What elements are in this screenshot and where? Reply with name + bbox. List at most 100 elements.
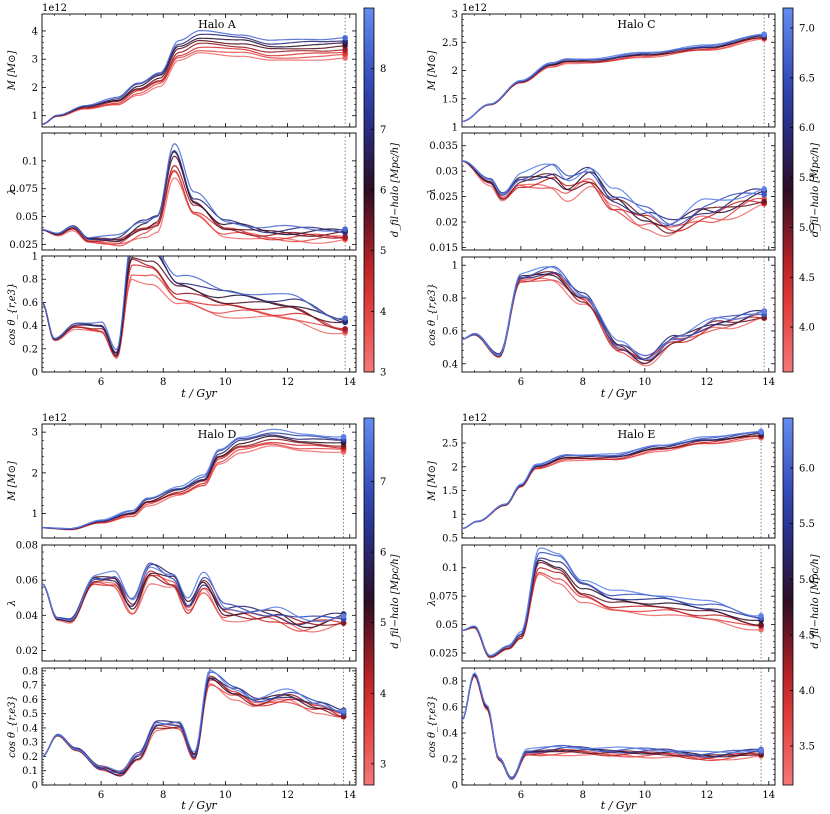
series-line [42, 432, 343, 530]
x-tick-label: 6 [98, 377, 104, 388]
x-tick-label: 6 [98, 790, 104, 801]
y-tick-label: 2 [452, 462, 458, 473]
final-point-marker [761, 31, 767, 37]
series-line [42, 278, 345, 357]
colorbar-tick-label: 5.0 [799, 575, 815, 586]
colorbar-tick-label: 6.0 [799, 123, 815, 134]
colorbar-tick-label: 3.5 [799, 742, 815, 753]
y-tick-label: 1 [452, 123, 458, 134]
colorbar-tick-label: 4 [380, 689, 386, 700]
y-tick-label: 0.6 [22, 298, 38, 309]
series-line [42, 30, 345, 125]
y-tick-label: 0.025 [429, 649, 458, 660]
y-axis-label-lambda: λ [427, 188, 438, 195]
y-axis-label-mass: M [M⊙] [427, 461, 438, 502]
y-tick-label: 0.05 [436, 620, 458, 631]
y-tick-label: 0.7 [22, 681, 38, 692]
series-line [462, 675, 760, 779]
x-tick-label: 8 [160, 790, 166, 801]
series-line [462, 160, 764, 234]
y-tick-label: 3 [32, 428, 38, 439]
panel-lambda: 0.025 0.05 0.075 0.1 λ [427, 544, 776, 662]
y-tick-label: 2 [32, 83, 38, 94]
y-tick-label: 0.8 [442, 294, 458, 305]
panel-lambda: 0.025 0.05 0.075 0.1 λ [7, 132, 357, 251]
y-tick-label: 1 [452, 510, 458, 521]
colorbar-label: d_fil−halo [Mpc/h] [390, 143, 401, 237]
series-group [42, 669, 343, 777]
y-tick-label: 0.1 [22, 766, 38, 777]
series-line [42, 566, 343, 623]
colorbar-tick-label: 4.5 [799, 273, 815, 284]
series-line [462, 160, 764, 226]
panel-mass: 1 1.5 2 2.5 3 M [M⊙] 1e12 [427, 3, 776, 134]
panel-frame [461, 667, 776, 786]
colorbar-tick-label: 5.0 [799, 223, 815, 234]
x-tick-label: 14 [762, 790, 775, 801]
colorbar-tick-label: 7 [380, 477, 386, 488]
x-tick-label: 14 [343, 790, 356, 801]
final-point-marker [342, 315, 348, 321]
x-axis-label: t / Gyr [601, 387, 637, 400]
y-tick-label: 0 [32, 781, 38, 792]
y-tick-label: 0.3 [22, 738, 38, 749]
y-axis-label-lambda: λ [427, 600, 438, 607]
final-point-marker [340, 620, 347, 626]
colorbar-tick-label: 6.5 [799, 73, 815, 84]
y-tick-label: 0.2 [22, 752, 38, 763]
x-tick-label: 10 [219, 377, 232, 388]
x-tick-label: 8 [580, 377, 586, 388]
series-line [42, 438, 343, 530]
x-tick-label: 12 [700, 377, 713, 388]
colorbar-tick-label: 5.5 [799, 173, 815, 184]
series-line [42, 256, 345, 354]
series-line [42, 256, 345, 357]
x-tick-label: 12 [281, 377, 294, 388]
series-line [462, 559, 760, 658]
final-point-marker [342, 226, 348, 232]
panel-frame [461, 256, 776, 373]
final-point-marker [342, 234, 348, 241]
y-tick-label: 0.02 [16, 646, 38, 657]
x-tick-label: 12 [281, 790, 294, 801]
x-tick-label: 10 [638, 377, 651, 388]
series-line [462, 435, 760, 530]
final-point-marker [758, 622, 764, 628]
y-tick-label: 0.8 [22, 666, 38, 677]
final-point-marker [761, 198, 767, 205]
y-tick-label: 1 [32, 252, 38, 263]
x-tick-label: 10 [219, 790, 232, 801]
y-tick-label: 0.015 [429, 243, 458, 254]
panel-cos: 0 0.1 0.2 0.3 0.4 0.5 0.6 0.7 0.8 6 8 10 12 14 cos θ_{… [7, 666, 357, 801]
y-axis-label-cos: cos θ_{r,e3} [7, 283, 18, 346]
series-group [462, 33, 764, 122]
y-tick-label: 1 [32, 111, 38, 122]
y-tick-label: 0.08 [16, 541, 38, 552]
series-line [462, 38, 764, 122]
x-tick-label: 6 [518, 377, 524, 388]
series-line [42, 443, 343, 530]
final-point-marker [342, 47, 348, 53]
panel-cos: 0.4 0.6 0.8 1 6 8 10 12 14 cos θ_{r,e3} [427, 256, 776, 388]
final-point-marker [761, 186, 767, 192]
colorbar-gradient [782, 417, 794, 786]
colorbar-tick-label: 8 [380, 64, 386, 75]
x-tick-label: 12 [700, 790, 713, 801]
y-tick-label: 0.4 [442, 729, 458, 740]
series-line [42, 169, 345, 245]
series-group [42, 428, 343, 531]
colorbar-tick-label: 5.5 [799, 519, 815, 530]
y-tick-label: 0.06 [16, 576, 38, 587]
colorbar-gradient [782, 7, 794, 373]
panel-frame [41, 255, 357, 373]
x-tick-label: 10 [638, 790, 651, 801]
colorbar-tick-label: 3 [380, 368, 386, 379]
series-line [462, 561, 760, 658]
y-tick-label: 0.025 [429, 192, 458, 203]
series-line [42, 52, 345, 125]
series-line [462, 672, 760, 779]
colorbar-tick-label: 5 [380, 246, 386, 257]
y-tick-label: 0.02 [436, 218, 458, 229]
